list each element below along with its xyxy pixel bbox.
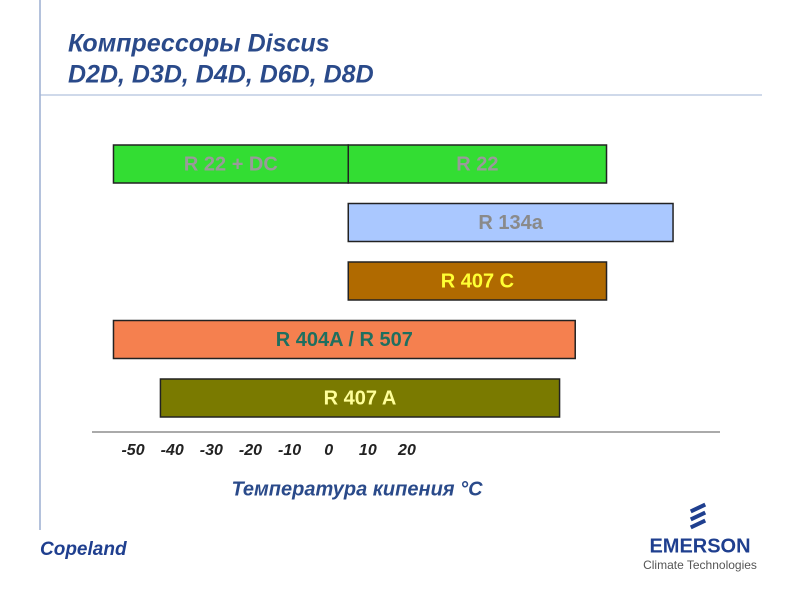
- bar-label: R 134a: [478, 212, 543, 234]
- title-line: Компрессоры Discus: [68, 30, 330, 58]
- x-tick-label: -50: [121, 442, 144, 459]
- copeland-logo: Copeland: [40, 539, 127, 560]
- emerson-sub: Climate Technologies: [643, 558, 757, 572]
- bar-label: R 22 + DC: [184, 153, 278, 175]
- range-bar: [347, 202, 674, 243]
- emerson-logo: EMERSON: [649, 535, 750, 557]
- x-tick-label: 20: [397, 442, 416, 459]
- range-bar: [112, 319, 576, 360]
- x-tick-label: -20: [239, 442, 262, 459]
- x-tick-label: 10: [359, 442, 377, 459]
- range-bar: [347, 144, 608, 184]
- bar-label: R 22: [456, 153, 498, 175]
- range-bar: [112, 144, 350, 184]
- x-tick-label: -40: [161, 442, 184, 459]
- x-tick-label: -30: [200, 442, 223, 459]
- emerson-icon: [689, 502, 707, 530]
- bar-label: R 407 A: [324, 387, 397, 409]
- title-line: D2D, D3D, D4D, D6D, D8D: [68, 61, 374, 89]
- x-axis-label: Температура кипения °C: [231, 478, 483, 500]
- range-bar: [347, 261, 608, 301]
- bar-label: R 407 C: [441, 270, 514, 292]
- x-tick-label: -10: [278, 442, 301, 459]
- x-tick-label: 0: [324, 442, 333, 459]
- bar-label: R 404A / R 507: [276, 329, 413, 351]
- range-bar: [159, 378, 561, 418]
